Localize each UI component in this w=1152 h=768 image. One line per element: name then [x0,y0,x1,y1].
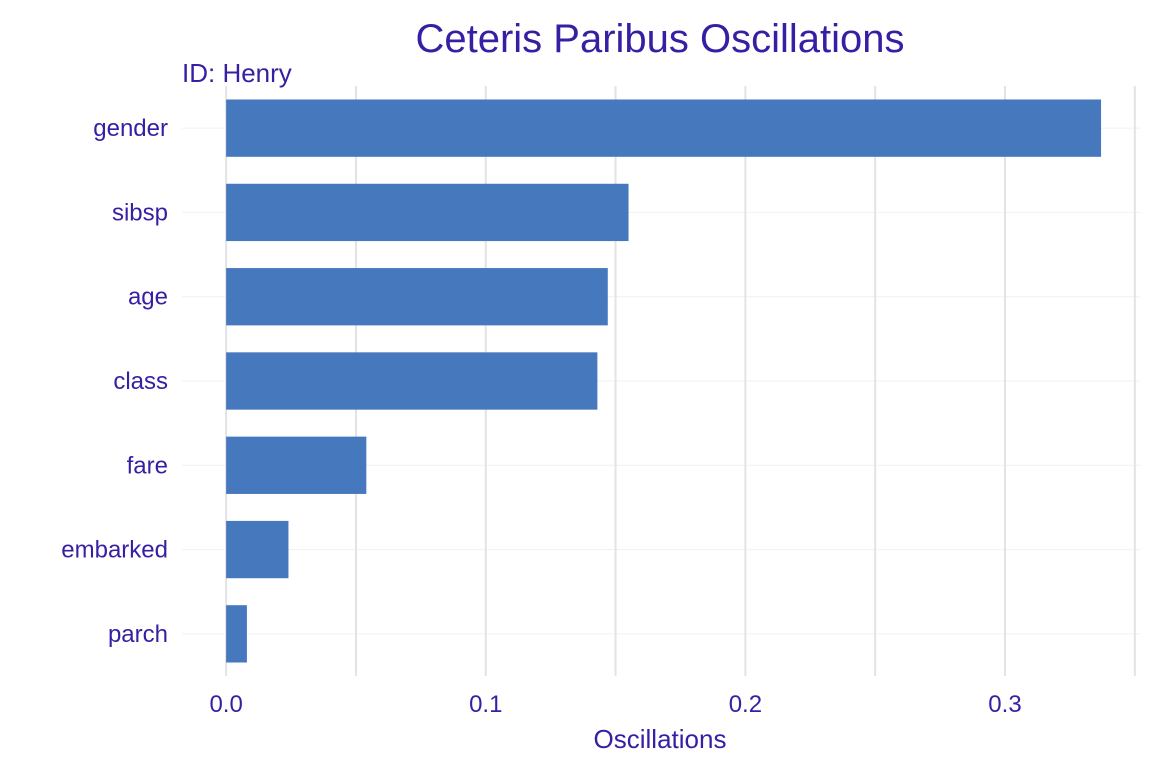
x-axis-title: Oscillations [594,724,727,754]
chart-subtitle: ID: Henry [182,58,292,88]
bar-class [226,352,598,410]
x-tick-label: 0.2 [729,691,762,718]
bar-sibsp [226,183,629,242]
y-tick-label: parch [108,621,168,648]
y-tick-label: gender [93,115,168,142]
y-tick-label: class [113,368,168,395]
chart-title: Ceteris Paribus Oscillations [415,17,904,61]
bar-parch [226,605,247,663]
x-tick-label: 0.1 [469,691,502,718]
y-tick-label: sibsp [112,199,168,226]
bar-gender [226,99,1102,157]
label-layer: gender sibsp age class fare embarked parch 0.0 0… [61,115,1021,718]
x-tick-label: 0.3 [988,691,1021,718]
bar-layer [226,99,1102,663]
y-tick-label: embarked [61,537,168,564]
x-tick-label: 0.0 [209,691,242,718]
bar-fare [226,436,367,494]
y-tick-label: age [128,284,168,311]
y-tick-label: fare [127,452,168,479]
bar-embarked [226,520,289,579]
bar-age [226,268,608,326]
